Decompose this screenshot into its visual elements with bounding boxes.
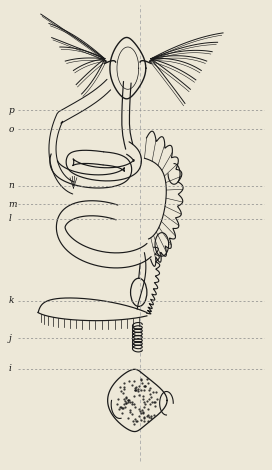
Text: o: o <box>8 125 14 134</box>
Text: m: m <box>8 200 17 209</box>
Text: n: n <box>8 181 14 190</box>
Text: k: k <box>8 296 14 306</box>
Text: j: j <box>8 334 11 343</box>
Circle shape <box>131 278 147 306</box>
Text: p: p <box>8 106 14 115</box>
Text: i: i <box>8 364 11 374</box>
Text: l: l <box>8 214 11 223</box>
